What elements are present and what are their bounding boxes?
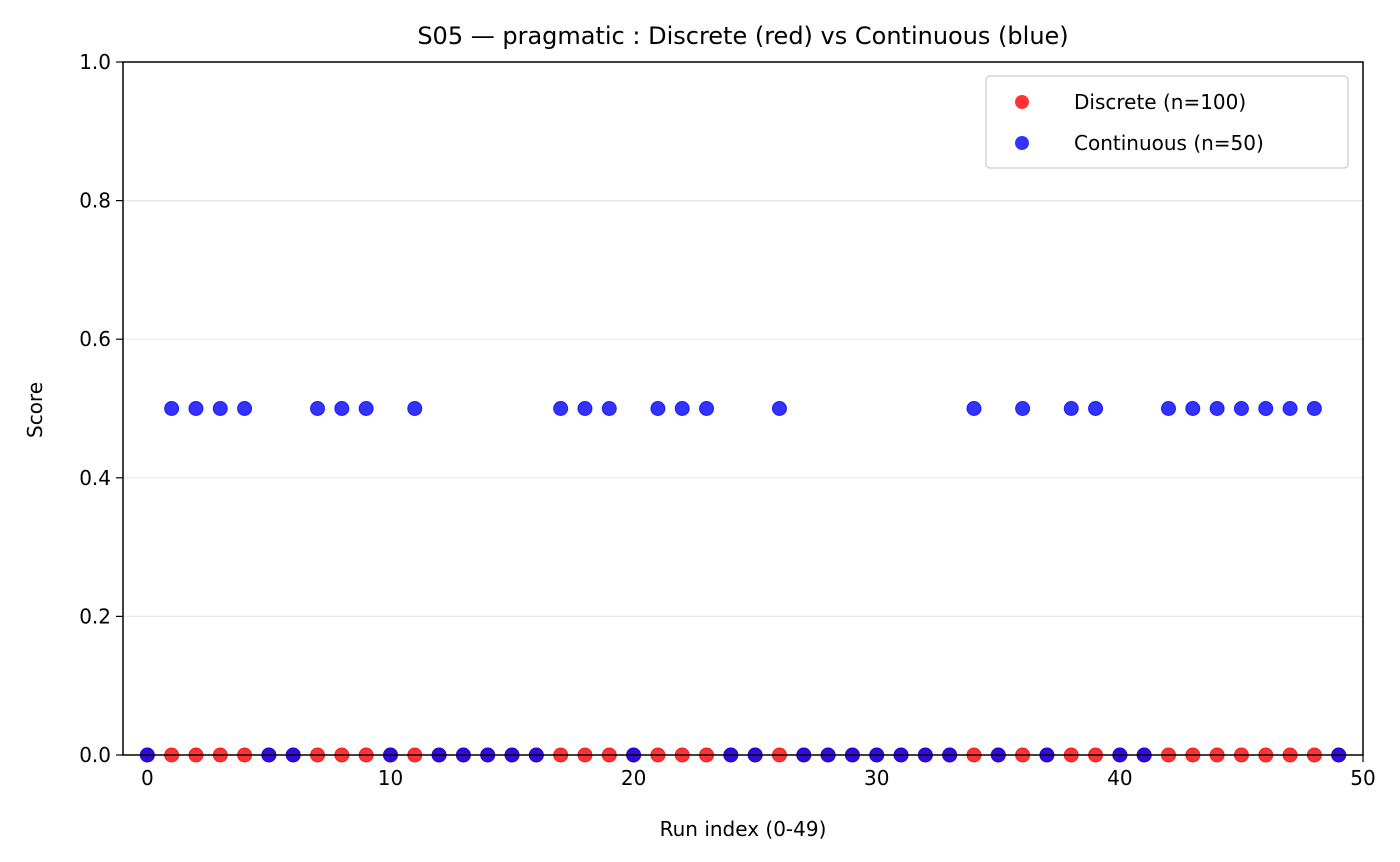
x-tick-label: 40 xyxy=(1107,766,1132,790)
continuous-point xyxy=(310,401,326,416)
continuous-point xyxy=(1015,401,1031,416)
x-tick-label: 0 xyxy=(141,766,154,790)
continuous-point xyxy=(1063,401,1079,416)
continuous-point xyxy=(164,401,180,416)
continuous-point xyxy=(1209,401,1225,416)
points-layer xyxy=(139,401,1347,763)
continuous-point xyxy=(674,401,690,416)
y-tick-label: 0.2 xyxy=(79,604,111,628)
x-tick-label: 50 xyxy=(1350,766,1375,790)
continuous-point xyxy=(1160,401,1176,416)
y-tick-label: 0.0 xyxy=(79,743,111,767)
y-tick-label: 0.8 xyxy=(79,189,111,213)
x-axis-title: Run index (0-49) xyxy=(660,817,827,841)
continuous-point xyxy=(334,401,350,416)
continuous-point xyxy=(699,401,715,416)
continuous-point xyxy=(188,401,204,416)
continuous-point xyxy=(237,401,253,416)
continuous-point xyxy=(407,401,423,416)
legend-marker-discrete xyxy=(1015,95,1029,109)
continuous-point xyxy=(212,401,228,416)
continuous-point xyxy=(1306,401,1322,416)
y-tick-label: 1.0 xyxy=(79,50,111,74)
y-axis-title: Score xyxy=(23,382,47,438)
axes-layer: 0.0 0.2 0.4 0.6 0.8 1.0 0 10 20 30 40 50 xyxy=(79,50,1376,790)
continuous-point xyxy=(601,401,617,416)
y-tick-label: 0.6 xyxy=(79,327,111,351)
continuous-point xyxy=(1258,401,1274,416)
continuous-point xyxy=(1185,401,1201,416)
continuous-point xyxy=(1282,401,1298,416)
x-tick-label: 20 xyxy=(621,766,646,790)
continuous-point xyxy=(358,401,374,416)
y-tick-label: 0.4 xyxy=(79,466,111,490)
continuous-point xyxy=(1233,401,1249,416)
continuous-point xyxy=(966,401,982,416)
x-tick-label: 10 xyxy=(378,766,403,790)
chart-title: S05 — pragmatic : Discrete (red) vs Cont… xyxy=(417,22,1068,50)
continuous-point xyxy=(553,401,569,416)
grid-layer xyxy=(123,200,1363,618)
continuous-point xyxy=(1088,401,1104,416)
legend: Discrete (n=100) Continuous (n=50) xyxy=(985,75,1349,169)
continuous-point xyxy=(650,401,666,416)
legend-box xyxy=(985,75,1349,169)
legend-label-discrete: Discrete (n=100) xyxy=(1074,90,1246,114)
legend-marker-continuous xyxy=(1015,136,1029,150)
plot-frame xyxy=(122,61,1364,756)
continuous-point xyxy=(771,401,787,416)
continuous-point xyxy=(577,401,593,416)
x-tick-label: 30 xyxy=(864,766,889,790)
legend-label-continuous: Continuous (n=50) xyxy=(1074,131,1264,155)
